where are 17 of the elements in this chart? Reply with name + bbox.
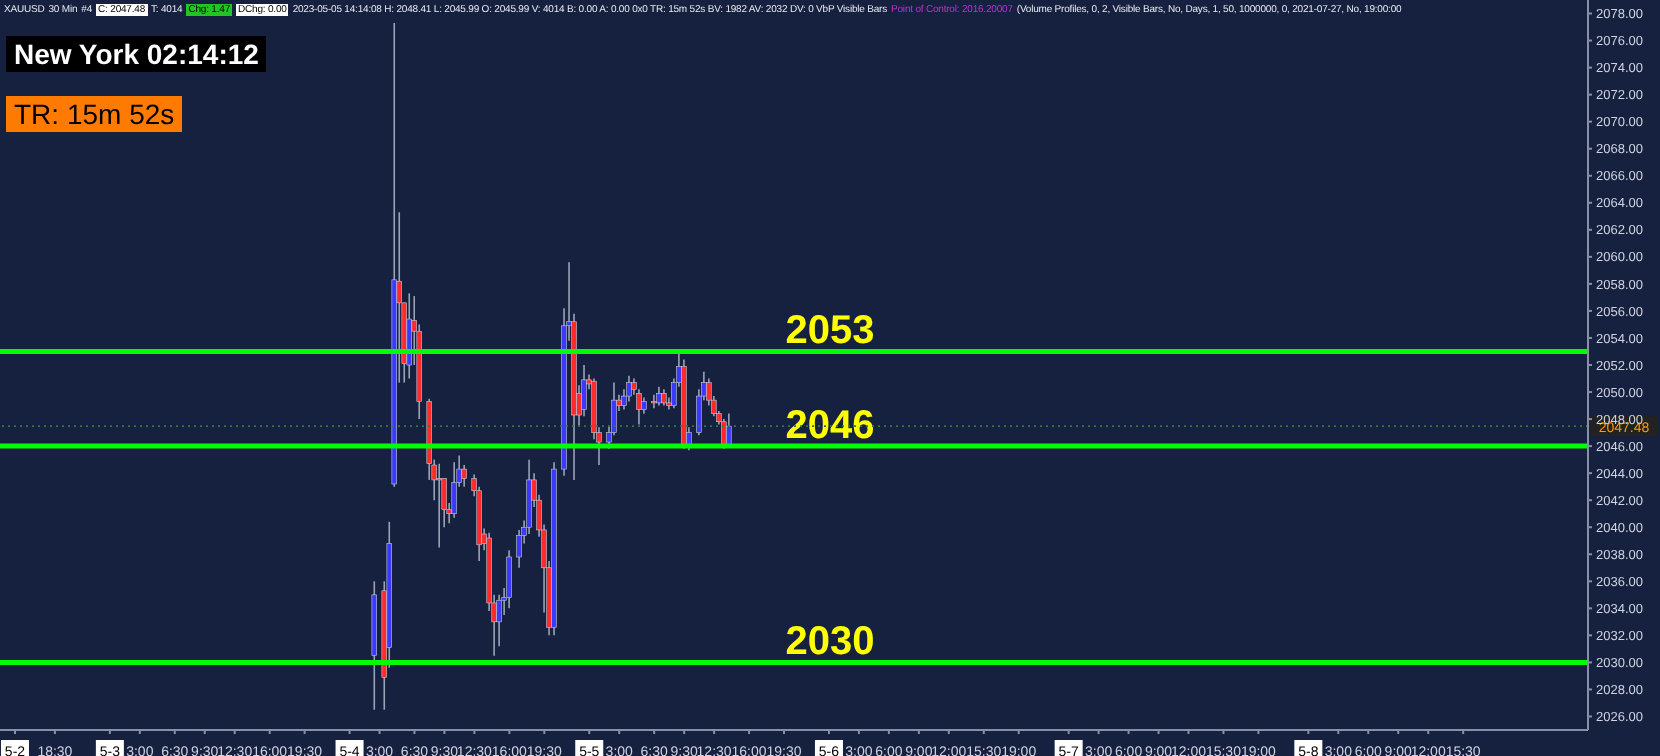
annotation: TR: 15m 52s [6,96,183,132]
candlestick [451,461,457,519]
candlestick [626,375,632,403]
candlestick [526,458,532,535]
candlestick [436,462,442,549]
ref-line-label: 2053 [785,309,875,354]
candlestick [726,412,732,448]
candlestick [461,464,467,488]
ref-line-label: 2030 [785,620,875,665]
candlestick [656,385,662,407]
annotation: New York 02:14:12 [6,36,267,72]
candlestick [581,364,587,418]
candlestick [506,549,512,610]
candlestick [406,292,412,380]
candlestick [651,393,657,410]
ref-line-label: 2046 [785,404,875,449]
candlestick [611,381,617,437]
